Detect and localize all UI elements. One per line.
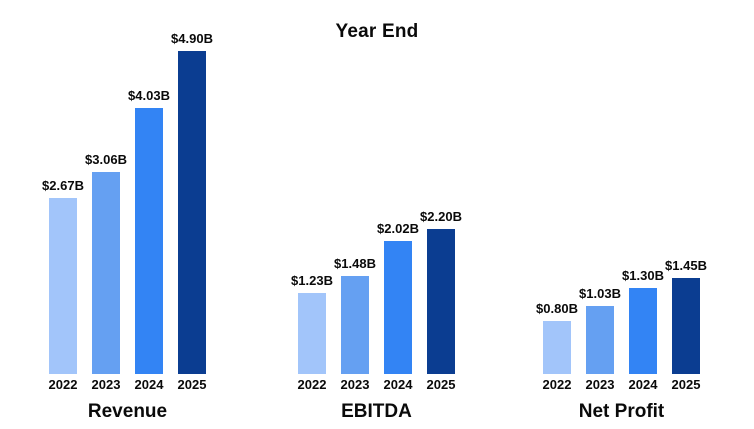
year-label: 2023 — [340, 377, 370, 392]
year-label: 2024 — [383, 377, 413, 392]
group-label: Revenue — [87, 401, 168, 422]
bar-2023-revenue — [92, 172, 120, 374]
bar-2022-revenue — [49, 198, 77, 374]
bar-column-2023-ebitda: $1.48B 2023 — [334, 256, 376, 392]
value-label: $1.48B — [334, 256, 376, 271]
value-label: $2.02B — [377, 221, 419, 236]
chart-group-net-profit: $0.80B 2022 $1.03B 2023 $1.30B 2024 $1.45B 2025… — [536, 0, 707, 429]
year-label: 2025 — [426, 377, 456, 392]
bar-column-2023-net-profit: $1.03B 2023 — [579, 286, 621, 392]
year-label: 2024 — [134, 377, 164, 392]
year-label: 2022 — [48, 377, 78, 392]
bar-2022-ebitda — [298, 293, 326, 374]
year-label: 2025 — [177, 377, 207, 392]
value-label: $3.06B — [85, 152, 127, 167]
value-label: $1.03B — [579, 286, 621, 301]
bar-column-2025-net-profit: $1.45B 2025 — [665, 258, 707, 392]
value-label: $4.90B — [171, 31, 213, 46]
bar-2025-revenue — [178, 51, 206, 374]
year-label: 2025 — [671, 377, 701, 392]
bar-row: $0.80B 2022 $1.03B 2023 $1.30B 2024 $1.45B 2025 — [536, 258, 707, 392]
bar-2024-ebitda — [384, 241, 412, 374]
bar-column-2022-net-profit: $0.80B 2022 — [536, 301, 578, 392]
bar-column-2024-net-profit: $1.30B 2024 — [622, 268, 664, 392]
bar-row: $2.67B 2022 $3.06B 2023 $4.03B 2024 $4.90B 2025 — [42, 31, 213, 392]
bar-2024-net-profit — [629, 288, 657, 374]
bar-column-2024-ebitda: $2.02B 2024 — [377, 221, 419, 392]
bar-2023-ebitda — [341, 276, 369, 374]
bar-column-2022-ebitda: $1.23B 2022 — [291, 273, 333, 392]
value-label: $4.03B — [128, 88, 170, 103]
bar-column-2025-revenue: $4.90B 2025 — [171, 31, 213, 392]
value-label: $1.45B — [665, 258, 707, 273]
group-label: EBITDA — [341, 401, 412, 422]
bar-2025-net-profit — [672, 278, 700, 374]
year-label: 2022 — [297, 377, 327, 392]
chart-group-revenue: $2.67B 2022 $3.06B 2023 $4.03B 2024 $4.90B 2025… — [42, 0, 213, 429]
bar-2024-revenue — [135, 108, 163, 374]
bar-row: $1.23B 2022 $1.48B 2023 $2.02B 2024 $2.20B 2025 — [291, 209, 462, 392]
bar-column-2023-revenue: $3.06B 2023 — [85, 152, 127, 392]
year-label: 2023 — [585, 377, 615, 392]
year-label: 2022 — [542, 377, 572, 392]
value-label: $0.80B — [536, 301, 578, 316]
year-label: 2024 — [628, 377, 658, 392]
chart-group-ebitda: $1.23B 2022 $1.48B 2023 $2.02B 2024 $2.20B 2025… — [291, 0, 462, 429]
bar-column-2022-revenue: $2.67B 2022 — [42, 178, 84, 392]
value-label: $1.30B — [622, 268, 664, 283]
year-label: 2023 — [91, 377, 121, 392]
bar-column-2025-ebitda: $2.20B 2025 — [420, 209, 462, 392]
bar-column-2024-revenue: $4.03B 2024 — [128, 88, 170, 392]
value-label: $2.67B — [42, 178, 84, 193]
bar-2022-net-profit — [543, 321, 571, 374]
group-label: Net Profit — [578, 401, 665, 422]
bar-2023-net-profit — [586, 306, 614, 374]
value-label: $2.20B — [420, 209, 462, 224]
bar-2025-ebitda — [427, 229, 455, 374]
chart-title: Year End — [335, 21, 419, 42]
value-label: $1.23B — [291, 273, 333, 288]
